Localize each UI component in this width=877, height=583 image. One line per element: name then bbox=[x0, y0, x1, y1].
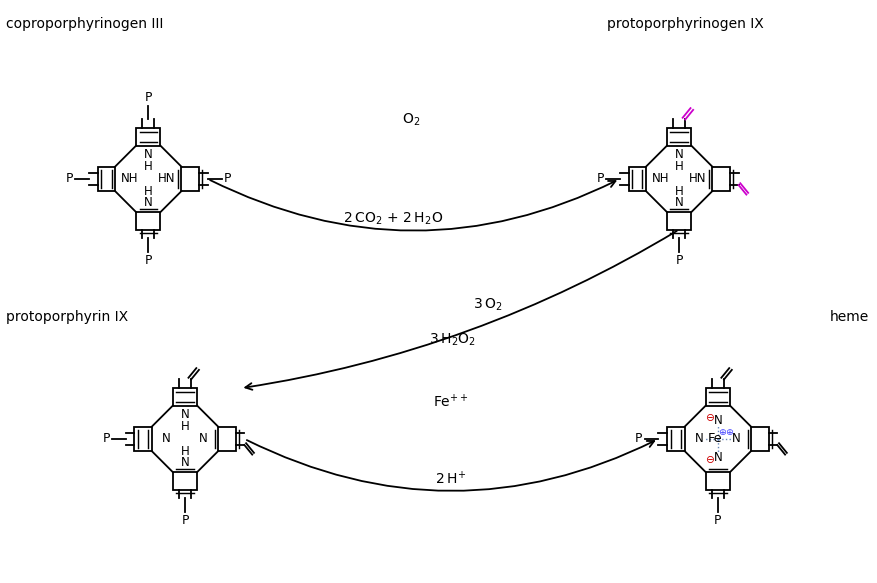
Text: HN: HN bbox=[688, 173, 705, 185]
Bar bbox=[705, 472, 730, 490]
Text: N: N bbox=[713, 414, 722, 427]
Text: 2 CO$_2$ + 2 H$_2$O: 2 CO$_2$ + 2 H$_2$O bbox=[343, 210, 443, 227]
Text: P: P bbox=[713, 514, 721, 527]
Text: Fe$^{++}$: Fe$^{++}$ bbox=[432, 394, 468, 411]
Bar bbox=[97, 167, 115, 191]
Text: H
N: H N bbox=[144, 185, 153, 209]
Text: P: P bbox=[66, 173, 73, 185]
Bar bbox=[217, 427, 235, 451]
Text: N
H: N H bbox=[144, 148, 153, 173]
Bar bbox=[182, 167, 199, 191]
Text: 3 O$_2$: 3 O$_2$ bbox=[472, 297, 502, 313]
Text: ⊕⊕: ⊕⊕ bbox=[717, 429, 733, 437]
Text: P: P bbox=[145, 254, 152, 267]
Bar bbox=[173, 388, 197, 406]
Text: N: N bbox=[198, 433, 207, 445]
Text: P: P bbox=[595, 173, 603, 185]
Text: N: N bbox=[695, 433, 703, 445]
Text: H
N: H N bbox=[181, 445, 189, 469]
Text: N: N bbox=[731, 433, 739, 445]
Text: 2 H$^{+}$: 2 H$^{+}$ bbox=[435, 470, 466, 487]
Bar bbox=[173, 472, 197, 490]
Bar bbox=[136, 212, 160, 230]
Text: ⊖: ⊖ bbox=[705, 413, 714, 423]
Bar bbox=[667, 212, 690, 230]
Bar bbox=[667, 427, 684, 451]
Text: N: N bbox=[162, 433, 171, 445]
Text: protoporphyrinogen IX: protoporphyrinogen IX bbox=[606, 17, 763, 31]
Text: H
N: H N bbox=[674, 185, 683, 209]
Bar bbox=[750, 427, 767, 451]
Text: P: P bbox=[181, 514, 189, 527]
Bar bbox=[628, 167, 645, 191]
Text: P: P bbox=[145, 90, 152, 104]
Bar bbox=[705, 388, 730, 406]
Text: N
H: N H bbox=[674, 148, 683, 173]
Text: N
H: N H bbox=[181, 408, 189, 433]
Text: protoporphyrin IX: protoporphyrin IX bbox=[6, 310, 128, 324]
Bar bbox=[136, 128, 160, 146]
Text: Fe: Fe bbox=[707, 433, 722, 445]
Bar bbox=[134, 427, 152, 451]
Bar bbox=[711, 167, 729, 191]
Bar bbox=[667, 128, 690, 146]
Text: NH: NH bbox=[121, 173, 139, 185]
Text: P: P bbox=[224, 173, 231, 185]
Text: P: P bbox=[674, 254, 682, 267]
Text: coproporphyrinogen III: coproporphyrinogen III bbox=[6, 17, 163, 31]
Text: HN: HN bbox=[158, 173, 175, 185]
Text: 3 H$_2$O$_2$: 3 H$_2$O$_2$ bbox=[429, 331, 476, 348]
Text: heme: heme bbox=[829, 310, 868, 324]
Text: N: N bbox=[713, 451, 722, 463]
Text: ⊖: ⊖ bbox=[705, 455, 714, 465]
Text: O$_2$: O$_2$ bbox=[402, 111, 420, 128]
Text: P: P bbox=[102, 433, 110, 445]
Text: NH: NH bbox=[652, 173, 669, 185]
Text: P: P bbox=[634, 433, 642, 445]
